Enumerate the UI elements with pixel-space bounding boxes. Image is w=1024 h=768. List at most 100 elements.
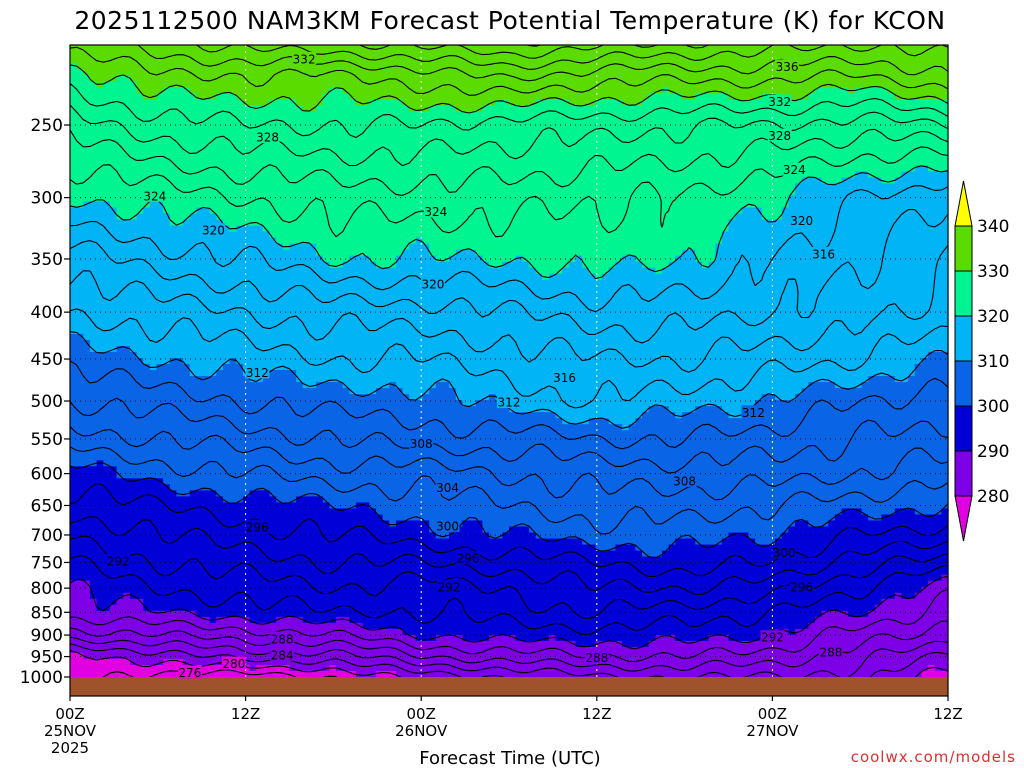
fill-cell (362, 201, 370, 209)
fill-cell (382, 165, 390, 172)
fill-cell (821, 51, 829, 58)
fill-cell (548, 57, 557, 64)
fill-cell (149, 237, 158, 245)
fill-cell (615, 87, 623, 94)
fill-cell (123, 63, 131, 70)
fill-cell (741, 177, 750, 185)
fill-cell (568, 129, 577, 136)
fill-cell (316, 153, 324, 160)
fill-cell (841, 183, 849, 191)
fill-cell (375, 183, 384, 191)
fill-cell (169, 183, 178, 191)
fill-cell (89, 93, 98, 100)
fill-cell (788, 111, 796, 118)
fill-cell (422, 267, 430, 275)
fill-cell (642, 141, 650, 148)
fill-cell (109, 237, 118, 245)
fill-cell (874, 69, 883, 76)
fill-cell (302, 63, 311, 70)
fill-cell (615, 207, 623, 215)
fill-cell (715, 51, 723, 58)
fill-cell (342, 255, 350, 263)
fill-cell (143, 105, 151, 112)
fill-cell (542, 249, 550, 257)
fill-cell (661, 159, 670, 166)
fill-cell (908, 117, 916, 124)
fill-cell (163, 81, 171, 88)
fill-cell (728, 129, 736, 136)
fill-cell (156, 159, 164, 166)
fill-cell (149, 225, 158, 233)
fill-cell (322, 243, 331, 251)
fill-cell (282, 69, 291, 76)
fill-cell (801, 231, 809, 239)
fill-cell (728, 183, 736, 191)
fill-cell (655, 117, 663, 124)
fill-cell (854, 159, 863, 166)
fill-cell (715, 141, 723, 148)
fill-cell (708, 225, 716, 233)
fill-cell (389, 219, 397, 227)
fill-cell (242, 177, 251, 185)
fill-cell (509, 177, 517, 185)
fill-cell (262, 111, 271, 118)
fill-cell (322, 267, 331, 275)
fill-cell (635, 45, 643, 52)
fill-cell (502, 207, 510, 215)
fill-cell (535, 147, 543, 154)
fill-cell (375, 153, 384, 160)
fill-cell (282, 189, 291, 197)
fill-cell (189, 123, 197, 130)
fill-cell (721, 51, 730, 58)
fill-cell (109, 123, 118, 130)
fill-cell (648, 123, 656, 130)
fill-cell (588, 267, 597, 275)
fill-cell (901, 159, 909, 166)
fill-cell (76, 123, 84, 130)
fill-cell (462, 99, 470, 106)
fill-cell (183, 231, 191, 239)
fill-cell (203, 141, 211, 148)
fill-cell (83, 177, 91, 185)
fill-cell (349, 57, 357, 64)
fill-cell (256, 171, 264, 179)
fill-cell (189, 129, 197, 136)
fill-cell (489, 129, 497, 136)
fill-cell (429, 249, 437, 257)
fill-cell (70, 261, 78, 269)
fill-cell (908, 99, 916, 106)
fill-cell (189, 189, 197, 197)
fill-cell (781, 147, 789, 154)
fill-cell (336, 141, 344, 148)
fill-cell (296, 75, 304, 82)
fill-cell (788, 249, 796, 257)
fill-cell (83, 201, 91, 209)
fill-cell (522, 105, 530, 112)
fill-cell (149, 171, 158, 179)
fill-cell (668, 135, 676, 142)
fill-cell (708, 195, 716, 203)
fill-cell (309, 219, 317, 227)
fill-cell (495, 69, 503, 76)
fill-cell (462, 201, 470, 209)
fill-cell (349, 135, 357, 142)
fill-cell (755, 189, 763, 197)
fill-cell (928, 219, 936, 227)
fill-cell (169, 207, 178, 215)
fill-cell (701, 123, 710, 130)
fill-cell (548, 129, 557, 136)
fill-cell (482, 123, 490, 130)
fill-cell (668, 153, 676, 160)
fill-cell (442, 231, 450, 239)
fill-cell (542, 141, 550, 148)
fill-cell (688, 189, 696, 197)
fill-cell (668, 93, 676, 100)
fill-cell (768, 219, 776, 227)
fill-cell (289, 195, 297, 203)
fill-cell (203, 147, 211, 154)
fill-cell (648, 99, 656, 106)
fill-cell (522, 141, 530, 148)
fill-cell (755, 183, 763, 191)
fill-cell (535, 183, 543, 191)
fill-cell (608, 201, 617, 209)
